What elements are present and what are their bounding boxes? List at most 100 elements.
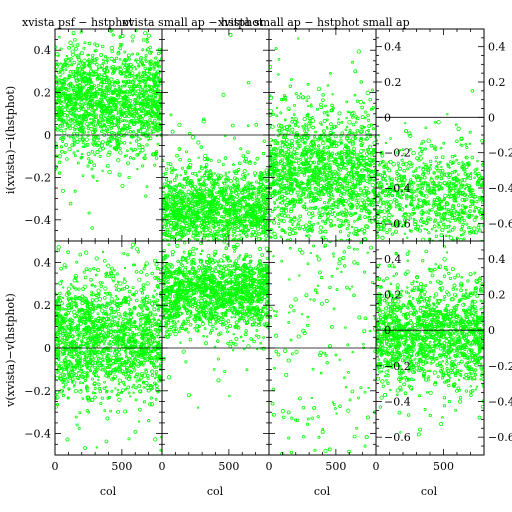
data-point <box>183 215 189 220</box>
data-point <box>304 202 307 205</box>
data-point <box>277 218 281 221</box>
data-point <box>126 149 129 153</box>
data-point <box>351 122 356 127</box>
data-point <box>279 235 283 239</box>
data-point <box>154 113 157 116</box>
data-point <box>367 164 371 167</box>
data-point <box>307 169 312 174</box>
data-point <box>97 138 101 141</box>
data-point <box>247 184 250 187</box>
data-point <box>150 109 154 113</box>
data-point <box>67 83 71 87</box>
data-point <box>310 115 314 119</box>
data-point <box>116 158 121 163</box>
data-point <box>320 230 324 234</box>
data-point <box>75 121 79 124</box>
data-point <box>323 238 328 241</box>
data-point <box>82 116 88 122</box>
data-point <box>139 57 143 61</box>
data-point <box>100 129 104 133</box>
data-point <box>56 113 61 118</box>
data-point <box>396 192 400 196</box>
data-point <box>439 233 444 238</box>
data-point <box>467 188 471 192</box>
data-point <box>357 228 361 233</box>
data-point <box>388 200 393 205</box>
data-point <box>105 69 110 74</box>
data-point <box>255 245 258 248</box>
data-point <box>359 204 363 208</box>
data-point <box>446 162 449 165</box>
data-point <box>84 101 88 105</box>
data-point <box>337 118 340 121</box>
data-point <box>187 222 192 227</box>
data-point <box>154 151 159 156</box>
data-point <box>125 105 129 109</box>
data-point <box>129 141 132 145</box>
data-point <box>149 61 152 64</box>
data-point <box>82 71 86 75</box>
data-point <box>241 173 245 177</box>
data-point <box>300 325 302 327</box>
data-point <box>425 228 429 231</box>
data-point <box>402 174 407 178</box>
data-point <box>297 168 301 172</box>
data-point <box>363 173 366 177</box>
data-point <box>289 209 293 214</box>
data-point <box>64 99 69 104</box>
data-point <box>273 193 277 197</box>
data-point <box>439 176 444 181</box>
data-point <box>202 220 206 224</box>
data-point <box>237 167 241 172</box>
data-point <box>80 67 84 70</box>
data-point <box>440 217 445 222</box>
data-point <box>300 224 306 229</box>
data-point <box>219 233 224 238</box>
data-point <box>364 202 369 207</box>
data-point <box>308 186 312 190</box>
data-point <box>318 225 324 230</box>
data-point <box>250 196 253 200</box>
data-point <box>81 86 84 90</box>
data-point <box>442 181 447 185</box>
data-point <box>365 169 369 172</box>
data-point <box>112 122 117 128</box>
data-point <box>253 209 257 213</box>
data-point <box>133 75 138 80</box>
data-point <box>157 64 162 69</box>
data-point <box>326 217 329 221</box>
data-point <box>288 220 292 223</box>
data-point <box>386 182 389 186</box>
data-point <box>73 46 78 51</box>
data-point <box>131 84 134 88</box>
data-point <box>209 216 214 221</box>
data-point <box>163 238 167 241</box>
data-point <box>89 127 94 132</box>
data-point <box>418 166 421 169</box>
data-point <box>193 171 198 176</box>
data-point <box>336 190 340 194</box>
data-point <box>145 77 149 82</box>
data-point <box>87 82 91 86</box>
data-point <box>282 94 287 98</box>
data-point <box>185 181 188 184</box>
data-point <box>325 173 330 178</box>
data-point <box>284 141 289 147</box>
data-point <box>74 120 79 125</box>
data-point <box>90 108 95 113</box>
data-point <box>88 89 92 92</box>
data-point <box>262 199 266 203</box>
data-point <box>438 169 442 173</box>
data-point <box>86 63 90 67</box>
data-point <box>105 98 109 102</box>
data-point <box>186 193 190 197</box>
data-point <box>337 151 340 155</box>
data-point <box>163 206 167 210</box>
data-point <box>350 142 355 147</box>
data-point <box>328 219 333 224</box>
data-point <box>471 192 476 197</box>
data-point <box>244 223 248 227</box>
data-point <box>321 148 326 152</box>
data-point <box>289 161 294 166</box>
data-point <box>265 252 267 254</box>
